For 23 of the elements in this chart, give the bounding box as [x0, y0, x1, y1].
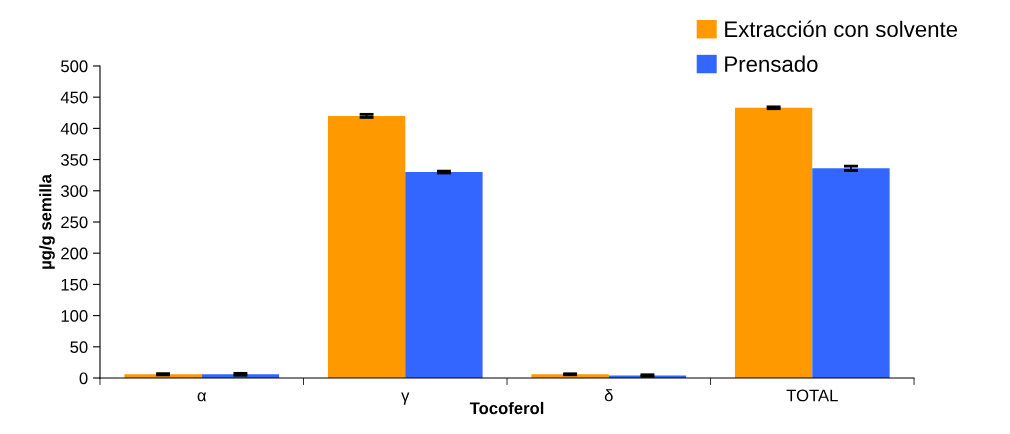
y-tick-label: 250: [61, 216, 88, 229]
y-tick-label: 450: [60, 91, 88, 104]
y-tick-label: 300: [61, 185, 88, 197]
bar: [327, 115, 406, 379]
x-tick-label: γ: [401, 392, 410, 405]
x-tick-label: TOTAL: [786, 389, 838, 402]
y-axis-title: µg/g semilla: [39, 174, 55, 269]
bar: [405, 172, 483, 379]
y-tick-label: 150: [61, 278, 88, 291]
y-tick-label: 200: [61, 247, 88, 260]
y-tick-label: 100: [61, 310, 88, 322]
x-axis-title: Tocoferol: [469, 401, 544, 415]
y-tick-label: 350: [61, 153, 88, 166]
y-tick-label: 500: [61, 60, 88, 73]
y-tick-label: 50: [70, 341, 88, 354]
bar: [812, 168, 890, 379]
x-tick-label: δ: [604, 389, 613, 402]
bar: [734, 107, 813, 379]
x-tick-label: α: [197, 392, 207, 402]
legend-label: Prensado: [725, 55, 818, 72]
y-tick-label: 400: [60, 122, 88, 135]
y-tick-label: 0: [79, 372, 88, 385]
legend-label: Extracción con solvente: [725, 20, 958, 38]
